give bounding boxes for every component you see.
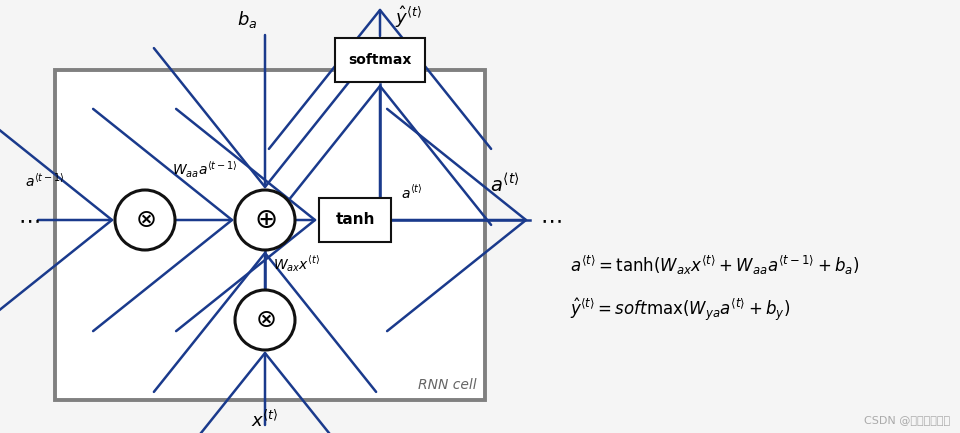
Text: $x^{\langle t\rangle}$: $x^{\langle t\rangle}$ <box>252 410 278 431</box>
Text: $a^{\langle t-1\rangle}$: $a^{\langle t-1\rangle}$ <box>25 172 64 190</box>
Circle shape <box>115 190 175 250</box>
Text: $\hat{y}^{\langle t\rangle}=soft\max(W_{ya}a^{\langle t\rangle}+b_y)$: $\hat{y}^{\langle t\rangle}=soft\max(W_{… <box>570 297 790 323</box>
Text: $a^{\langle t\rangle}$: $a^{\langle t\rangle}$ <box>490 172 519 195</box>
Text: RNN cell: RNN cell <box>419 378 477 392</box>
FancyBboxPatch shape <box>55 70 485 400</box>
FancyBboxPatch shape <box>319 198 391 242</box>
Text: $W_{aa}a^{\langle t-1\rangle}$: $W_{aa}a^{\langle t-1\rangle}$ <box>172 160 238 180</box>
Text: $\otimes$: $\otimes$ <box>134 208 156 232</box>
Circle shape <box>235 190 295 250</box>
FancyBboxPatch shape <box>335 38 425 82</box>
Text: $\hat{y}^{\langle t\rangle}$: $\hat{y}^{\langle t\rangle}$ <box>395 5 422 30</box>
Text: tanh: tanh <box>335 213 374 227</box>
Text: $\otimes$: $\otimes$ <box>254 308 276 332</box>
Circle shape <box>235 290 295 350</box>
Text: $a^{\langle t\rangle}$: $a^{\langle t\rangle}$ <box>401 184 422 202</box>
Text: $\cdots$: $\cdots$ <box>540 210 562 230</box>
Text: $\cdots$: $\cdots$ <box>18 210 39 230</box>
Text: $a^{\langle t\rangle}=\tanh(W_{ax}x^{\langle t\rangle}+W_{aa}a^{\langle t-1\rang: $a^{\langle t\rangle}=\tanh(W_{ax}x^{\la… <box>570 253 860 277</box>
Text: $W_{ax}x^{\langle t\rangle}$: $W_{ax}x^{\langle t\rangle}$ <box>273 255 321 275</box>
Text: softmax: softmax <box>348 53 412 67</box>
Text: CSDN @追寻远方的人: CSDN @追寻远方的人 <box>864 415 950 425</box>
Text: $\oplus$: $\oplus$ <box>253 206 276 234</box>
Text: $b_a$: $b_a$ <box>237 9 257 30</box>
